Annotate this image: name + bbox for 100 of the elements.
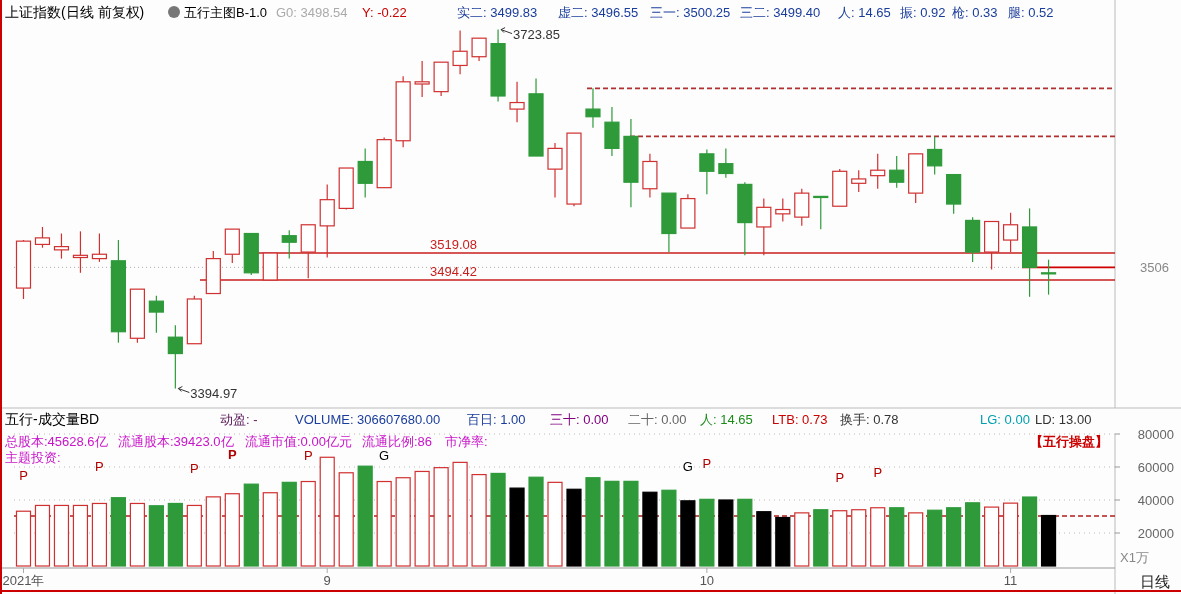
bar: [794, 512, 810, 567]
bar: [509, 487, 525, 567]
bar: [186, 504, 202, 567]
bar: [433, 467, 449, 567]
annotation: 3394.97: [190, 385, 238, 401]
bar: [300, 480, 316, 567]
bar: [585, 477, 601, 567]
bar: [680, 500, 696, 567]
bar: [889, 507, 905, 567]
annotation: P: [19, 468, 28, 483]
text: 实二: 3499.83: [457, 5, 538, 20]
bar: [148, 505, 164, 567]
bar: [129, 502, 145, 567]
x-tick-label: 11: [1003, 573, 1018, 588]
text: G0: 3498.54: [276, 5, 348, 20]
annotation: 【五行操盘】: [1030, 434, 1108, 449]
bar: [813, 509, 829, 567]
bar: [604, 480, 620, 567]
annotation: 主题投资:: [5, 450, 61, 465]
text: 三十: 0.00: [550, 412, 609, 427]
bar: [623, 480, 639, 567]
bar: [528, 476, 544, 567]
bar: [718, 499, 734, 567]
bar: [908, 512, 924, 567]
ref-line-label: 3519.08: [430, 237, 477, 253]
text: 人: 14.65: [700, 412, 753, 427]
bar: [1021, 496, 1038, 567]
y-tick-label: 80000: [1137, 427, 1174, 442]
bar: [984, 506, 1000, 567]
bar: [357, 465, 373, 567]
text: 百日: 1.00: [467, 412, 526, 427]
annotation: G: [379, 448, 390, 463]
text: 腿: 0.52: [1008, 5, 1054, 20]
bar: [338, 472, 354, 567]
annotation: 流通市值:0.00亿元: [245, 434, 352, 449]
bar: [851, 509, 867, 567]
bar: [737, 498, 753, 567]
bar: [414, 470, 430, 567]
bar: [490, 472, 506, 567]
text: 人: 14.65: [838, 5, 891, 20]
x-tick-label: 9: [323, 573, 331, 588]
text: 枪: 0.33: [952, 5, 998, 20]
y-tick-label: 40000: [1137, 493, 1174, 508]
bar: [72, 504, 89, 567]
bar: [224, 493, 240, 567]
bar: [927, 509, 943, 567]
bar: [756, 511, 772, 567]
y-tick-label: 20000: [1137, 526, 1174, 541]
text: 二十: 0.00: [628, 412, 687, 427]
bar: [262, 492, 278, 567]
bar: [53, 504, 70, 567]
bar: [110, 497, 127, 567]
text: 日线: [1140, 573, 1170, 590]
text: X1万: [1120, 550, 1149, 565]
bar: [471, 473, 487, 567]
text: LD: 13.00: [1035, 412, 1092, 427]
annotation: P: [873, 465, 883, 480]
bar: [91, 502, 108, 567]
text: 三一: 3500.25: [650, 5, 731, 20]
bar: [1002, 502, 1019, 567]
annotation: G: [682, 459, 693, 474]
bar: [946, 507, 962, 567]
annotation: P: [95, 459, 104, 474]
text: 换手: 0.78: [840, 412, 899, 427]
text: LTB: 0.73: [772, 412, 828, 427]
annotation: 总股本:45628.6亿: [4, 434, 108, 449]
text: 三二: 3499.40: [740, 5, 821, 20]
annotation: 3723.85: [513, 26, 561, 42]
ref-line-label: 3506: [1140, 260, 1169, 276]
bar: [775, 516, 791, 567]
bar: [566, 488, 582, 567]
bar: [376, 480, 392, 567]
annotation: P: [702, 456, 712, 471]
bar: [15, 510, 32, 567]
bar: [395, 477, 411, 567]
bar: [167, 502, 183, 567]
bar: [319, 456, 335, 567]
bar: [870, 507, 886, 567]
text: 虚二: 3496.55: [558, 5, 639, 20]
ref-line-label: 3494.42: [430, 263, 477, 279]
chart-title: 五行-成交量BD: [5, 411, 100, 427]
text: Y: -0.22: [362, 5, 407, 20]
annotation: 市净率:: [445, 434, 488, 449]
chart-title: 上证指数(日线 前复权): [5, 4, 145, 20]
y-tick-label: 60000: [1137, 460, 1174, 475]
bar: [965, 502, 981, 567]
annotation: P: [835, 470, 845, 485]
bar: [1040, 514, 1057, 567]
bar: [642, 491, 658, 567]
bar: [699, 498, 715, 567]
bar: [205, 496, 221, 567]
bar: [243, 483, 259, 567]
text: LG: 0.00: [980, 412, 1030, 427]
chart-subtitle: 五行主图B-1.0: [184, 5, 268, 20]
annotation: P: [227, 447, 237, 462]
bar: [452, 461, 468, 567]
annotation: 流通比例:86: [362, 434, 433, 449]
annotation: 流通股本:39423.0亿: [118, 434, 234, 449]
bar: [547, 481, 563, 567]
x-tick-label: 10: [699, 573, 715, 588]
